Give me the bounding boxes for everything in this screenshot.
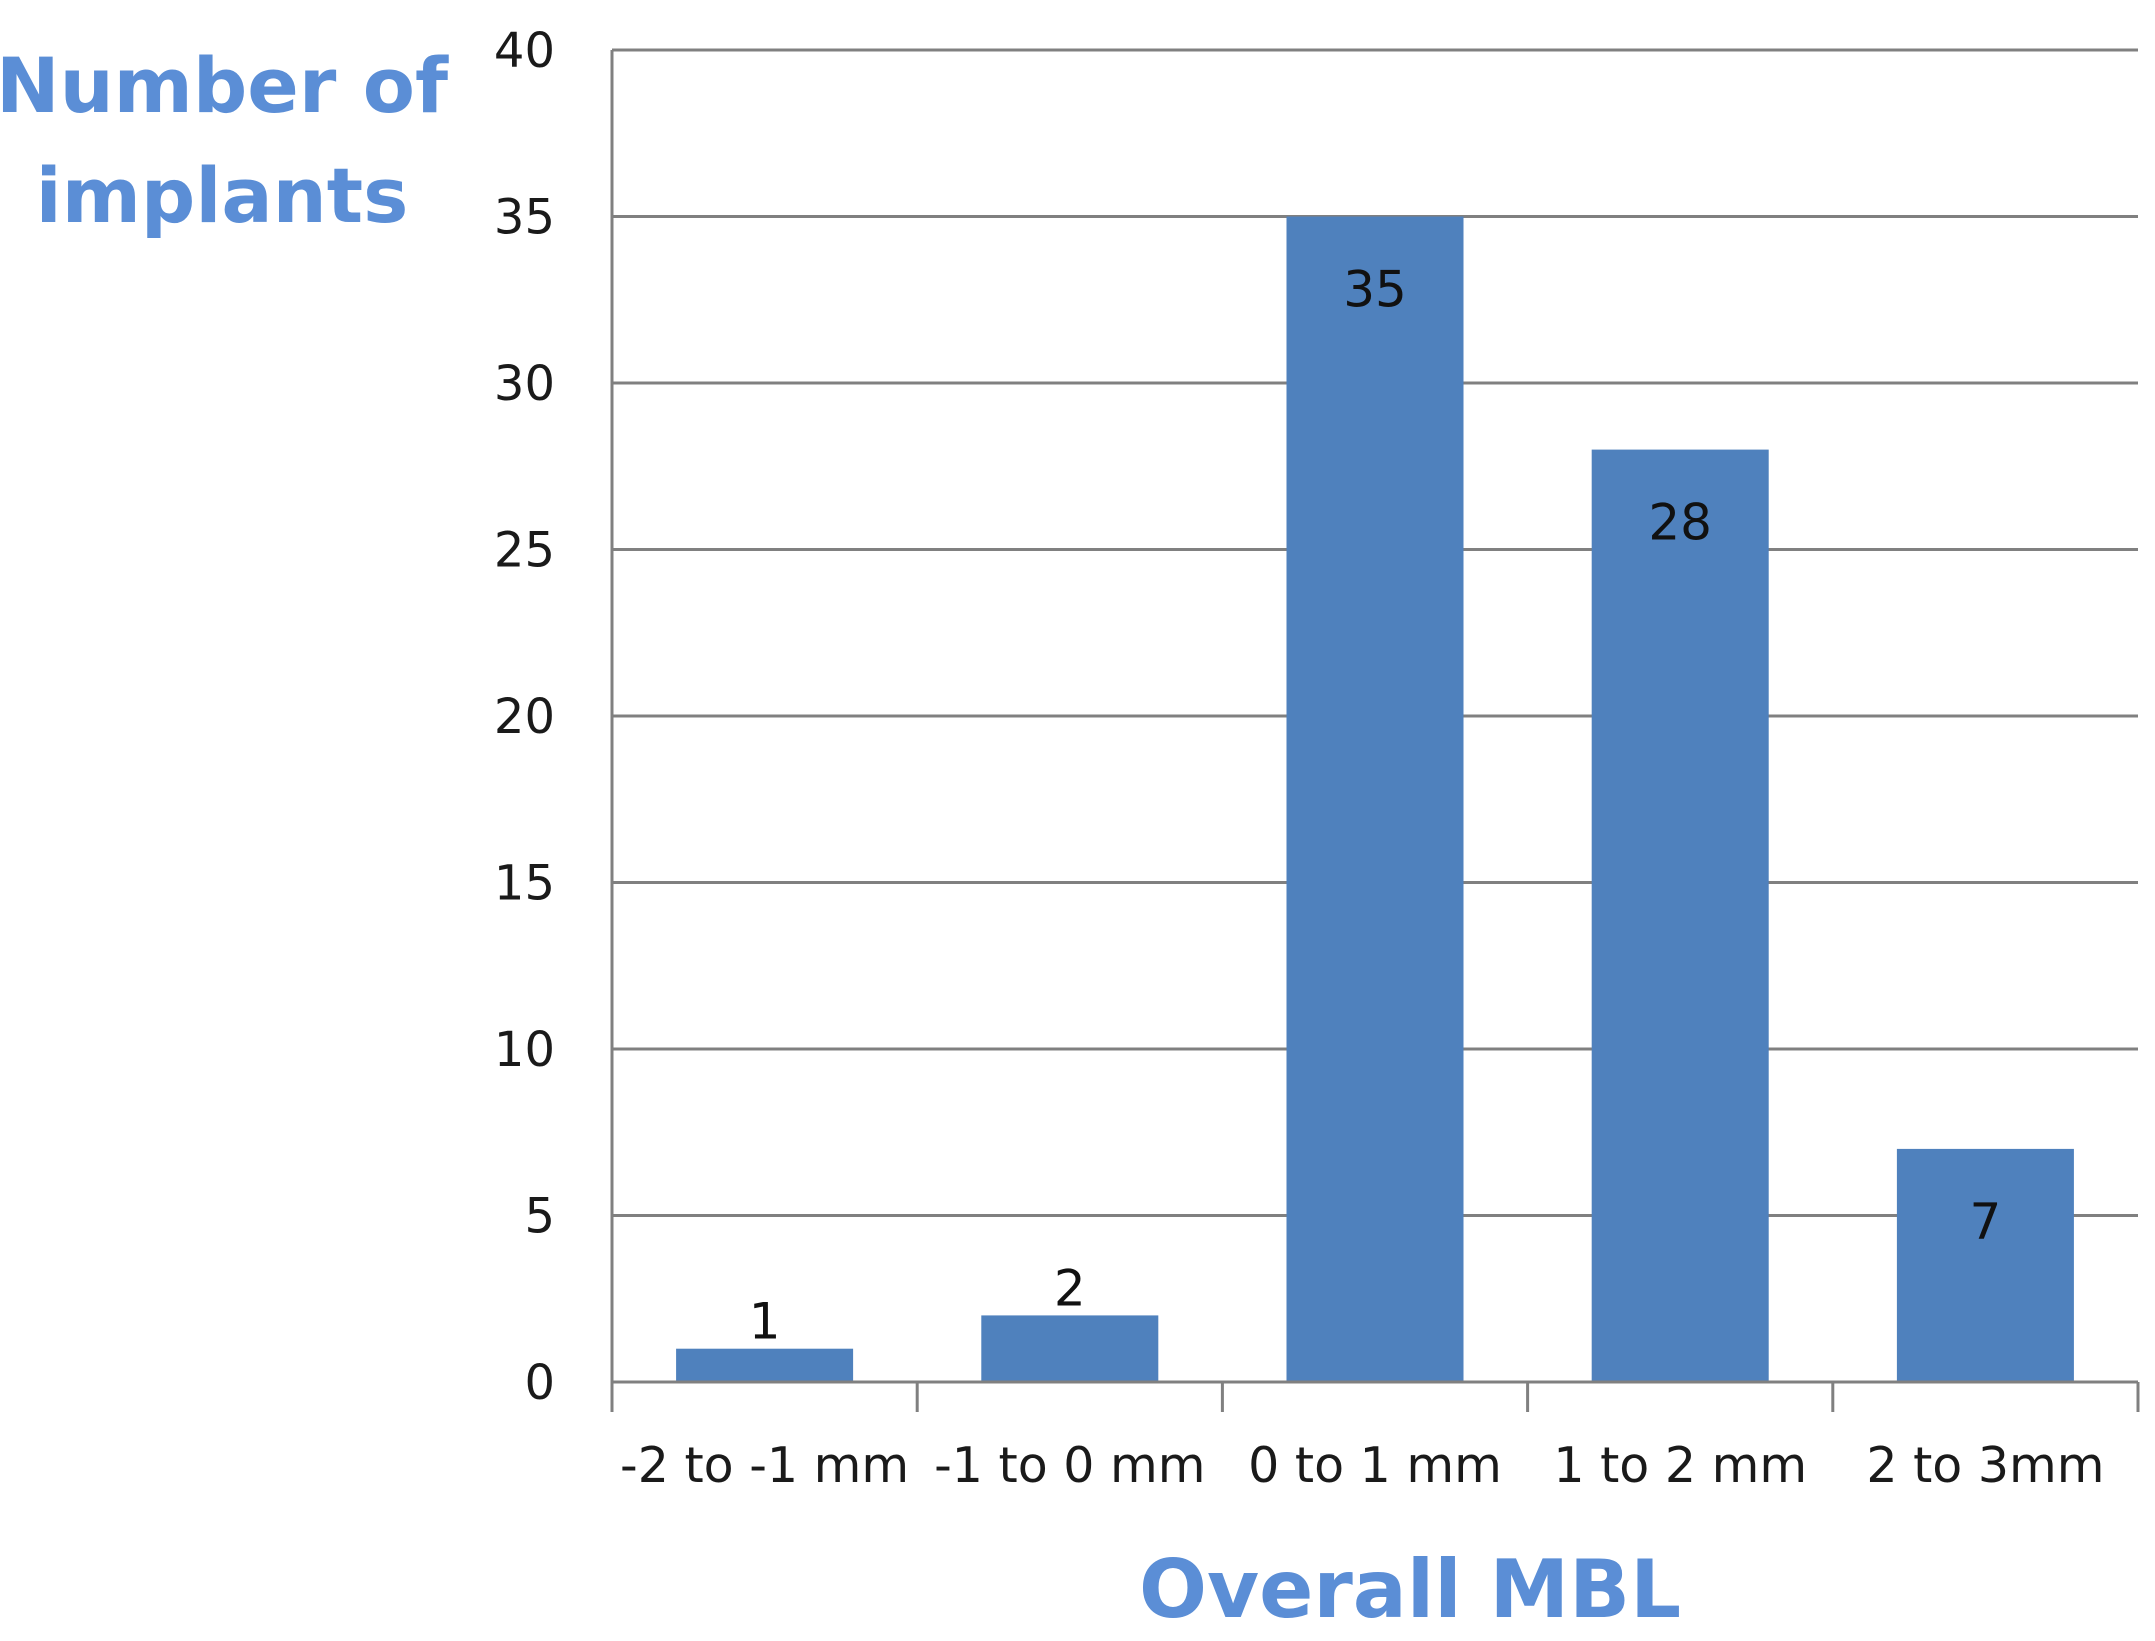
- bar: [1896, 1148, 2074, 1382]
- y-tick-label: 5: [524, 1189, 555, 1245]
- y-tick-label: 40: [494, 23, 555, 79]
- y-tick-label: 0: [524, 1355, 555, 1411]
- y-axis-title-line-2: implants: [36, 151, 409, 240]
- data-label: 7: [1969, 1193, 2001, 1251]
- data-label: 2: [1054, 1259, 1086, 1317]
- y-axis-title: Number of implants: [0, 41, 449, 240]
- data-labels: 1 2 35 28 7: [749, 261, 2002, 1351]
- x-category-label: -2 to -1 mm: [620, 1437, 909, 1494]
- bar: [1286, 216, 1464, 1382]
- bar: [1591, 449, 1769, 1383]
- y-tick-label: 25: [494, 523, 555, 579]
- data-label: 35: [1343, 261, 1407, 319]
- axes: [610, 50, 2140, 1412]
- data-label: 28: [1648, 494, 1712, 552]
- x-axis-title: Overall MBL: [1139, 1543, 1681, 1636]
- bars: [676, 216, 2074, 1383]
- bar: [676, 1348, 854, 1382]
- y-tick-label: 20: [494, 689, 555, 745]
- y-tick-label: 10: [494, 1022, 555, 1078]
- x-category-label: 2 to 3mm: [1866, 1437, 2104, 1494]
- y-tick-label: 15: [494, 856, 555, 912]
- data-label: 1: [749, 1293, 781, 1351]
- y-tick-label: 30: [494, 356, 555, 412]
- y-axis-title-line-1: Number of: [0, 41, 449, 130]
- y-tick-label: 35: [494, 190, 555, 246]
- y-axis-ticks: 0 5 10 15 20 25 30 35 40: [494, 23, 555, 1411]
- x-axis-categories: -2 to -1 mm -1 to 0 mm 0 to 1 mm 1 to 2 mm 2…: [620, 1437, 2104, 1494]
- x-category-label: -1 to 0 mm: [934, 1437, 1205, 1494]
- x-category-label: 0 to 1 mm: [1248, 1437, 1502, 1494]
- x-category-label: 1 to 2 mm: [1553, 1437, 1807, 1494]
- bar: [981, 1315, 1159, 1382]
